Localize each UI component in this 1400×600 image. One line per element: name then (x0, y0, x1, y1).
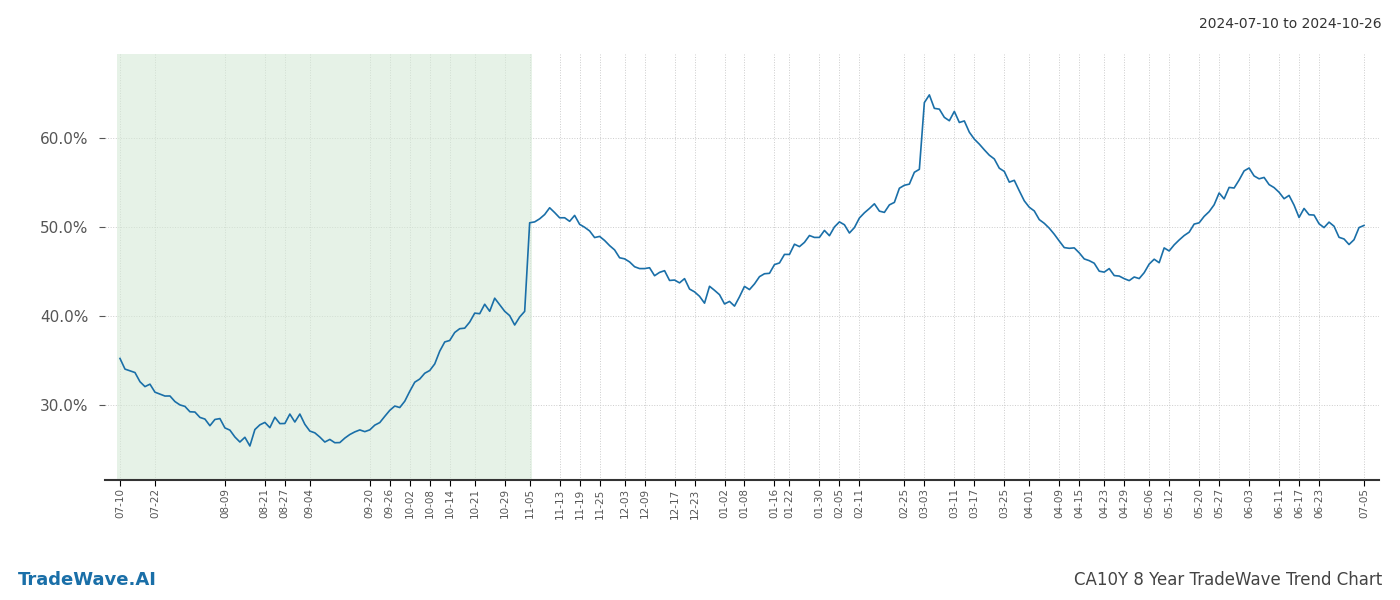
Text: 2024-07-10 to 2024-10-26: 2024-07-10 to 2024-10-26 (1200, 17, 1382, 31)
Bar (118, 54, 532, 480)
Text: CA10Y 8 Year TradeWave Trend Chart: CA10Y 8 Year TradeWave Trend Chart (1074, 571, 1382, 589)
Text: TradeWave.AI: TradeWave.AI (18, 571, 157, 589)
